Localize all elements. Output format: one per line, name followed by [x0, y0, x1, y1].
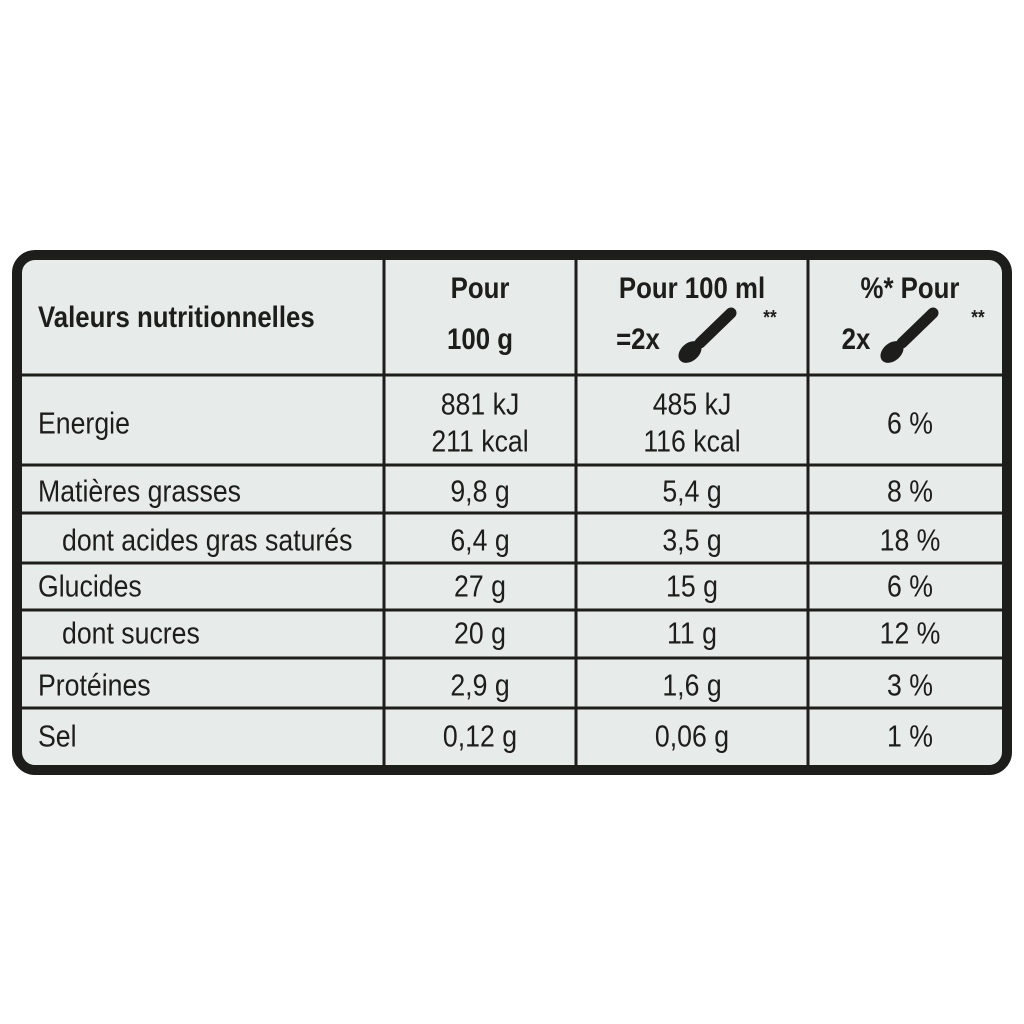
- cell-value: 211 kcal: [431, 423, 529, 459]
- footnote-mark: **: [763, 307, 777, 329]
- cell-value: 6,4 g: [450, 522, 510, 558]
- row-label: Energie: [38, 405, 130, 440]
- cell-value: 6 %: [887, 568, 933, 604]
- spoon-icon: [880, 307, 939, 363]
- cell-value: 27 g: [454, 568, 506, 604]
- cell-value: 0,06 g: [654, 718, 730, 754]
- cell-value: 3,5 g: [662, 522, 722, 558]
- column-header: %* Pour: [860, 272, 960, 305]
- column-header: =2x: [616, 323, 660, 356]
- column-header: Pour: [450, 272, 510, 305]
- cell-value: 3 %: [887, 667, 933, 703]
- row-label: dont acides gras saturés: [62, 522, 353, 558]
- footnote-mark: **: [971, 307, 985, 329]
- cell-value: 485 kJ: [652, 386, 732, 422]
- cell-value: 116 kcal: [643, 423, 741, 459]
- cell-value: 2,9 g: [450, 667, 510, 703]
- header-title: Valeurs nutritionnelles: [38, 301, 315, 334]
- cell-value: 11 g: [667, 615, 717, 651]
- column-header: 2x: [841, 323, 871, 356]
- cell-value: 9,8 g: [450, 473, 510, 509]
- cell-value: 8 %: [887, 473, 933, 509]
- row-label: Glucides: [38, 568, 142, 604]
- cell-value: 1 %: [887, 718, 933, 754]
- cell-value: 20 g: [454, 615, 506, 651]
- cell-value: 12 %: [879, 615, 941, 651]
- cell-value: 15 g: [666, 568, 718, 604]
- row-label: Sel: [38, 718, 77, 754]
- cell-value: 5,4 g: [662, 473, 722, 509]
- cell-value: 18 %: [879, 522, 941, 558]
- column-header: Pour 100 ml: [618, 272, 766, 305]
- cell-value: 1,6 g: [662, 667, 722, 703]
- column-header: 100 g: [447, 323, 513, 356]
- row-label: Protéines: [38, 667, 151, 703]
- spoon-icon: [678, 307, 737, 363]
- cell-value: 6 %: [887, 405, 933, 440]
- cell-value: 0,12 g: [442, 718, 518, 754]
- cell-value: 881 kJ: [440, 386, 520, 422]
- row-label: Matières grasses: [38, 473, 241, 509]
- row-label: dont sucres: [62, 615, 200, 651]
